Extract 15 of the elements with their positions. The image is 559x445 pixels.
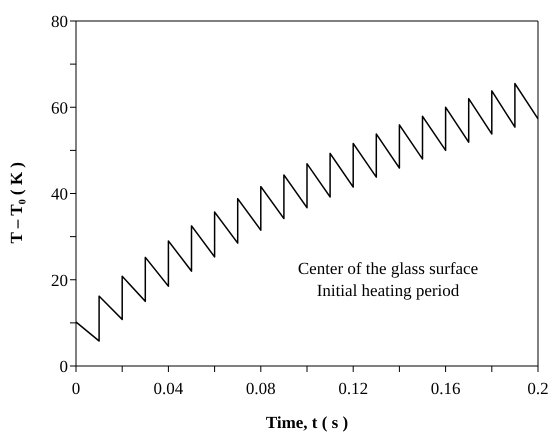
y-axis-title: T – T₀ ( K ) [7,162,26,244]
annotation: Initial heating period [316,280,460,302]
x-tick-label: 0 [72,379,80,398]
annotation: Center of the glass surface [296,258,480,280]
x-axis-title: Time, t ( s ) [266,413,348,432]
y-tick-label: 80 [51,12,68,32]
x-tick-label: 0.04 [154,379,184,398]
y-tick-label: 20 [51,270,68,290]
x-tick-label: 0.2 [527,379,549,398]
x-tick-label: 0.16 [430,379,460,398]
x-tick-label: 0.12 [338,379,368,398]
y-tick-label: 60 [51,98,68,118]
y-tick-label: 0 [60,357,68,376]
x-tick-label: 0.08 [246,379,276,398]
y-tick-label: 40 [51,184,68,204]
